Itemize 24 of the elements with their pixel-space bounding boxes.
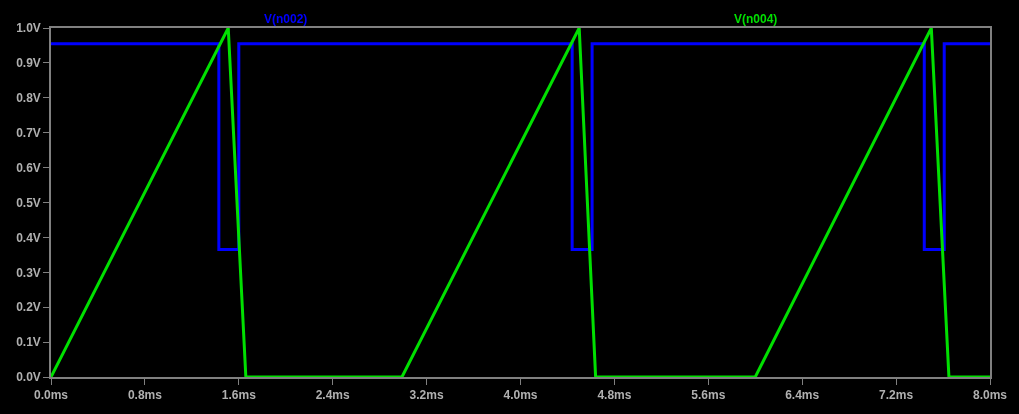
y-tick-label: 0.4V <box>16 230 41 245</box>
x-tick-label: 1.6ms <box>221 388 257 403</box>
y-tick-label: 0.5V <box>16 195 41 210</box>
y-tick-label: 0.7V <box>16 125 41 140</box>
x-tick-label: 2.4ms <box>315 388 351 403</box>
series-label: V(n002) <box>264 12 308 26</box>
y-tick-label: 0.6V <box>16 160 41 175</box>
x-tick-label: 4.0ms <box>503 388 538 403</box>
x-tick-label: 3.2ms <box>409 388 444 403</box>
y-tick-label: 0.3V <box>16 265 41 280</box>
x-tick-label: 0.0ms <box>33 388 69 403</box>
y-tick-label: 0.0V <box>16 370 41 385</box>
x-tick-label: 8.0ms <box>972 388 1008 403</box>
y-tick-label: 0.8V <box>16 91 41 105</box>
text: V(n004) <box>734 12 778 26</box>
x-tick-label: 4.8ms <box>597 388 632 403</box>
y-tick-label: 0.1V <box>16 335 41 350</box>
x-tick-label: 6.4ms <box>785 388 820 403</box>
y-tick-label: 1.0V <box>16 21 41 36</box>
x-tick-label: 5.6ms <box>691 388 726 403</box>
y-tick-label: 0.2V <box>16 300 41 315</box>
x-tick-label: 7.2ms <box>879 388 914 403</box>
x-tick-label: 0.8ms <box>127 388 163 403</box>
y-tick-label: 0.9V <box>16 56 41 71</box>
